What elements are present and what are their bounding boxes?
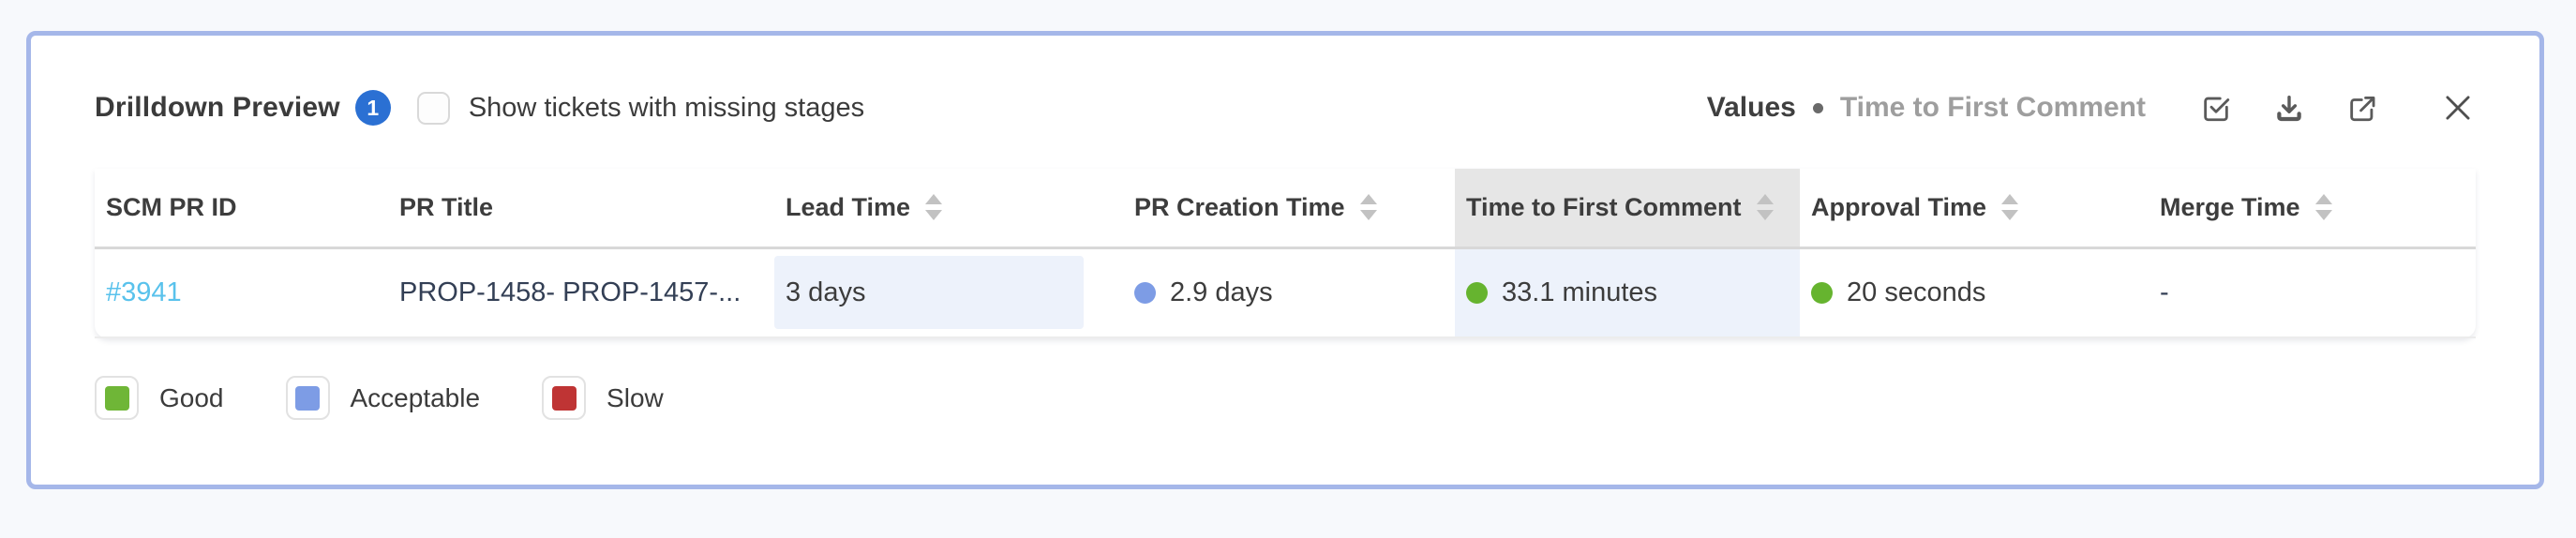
col-header-scm-pr-id: SCM PR ID xyxy=(95,169,388,249)
status-legend: Good Acceptable Slow xyxy=(95,376,2476,420)
drilldown-preview-panel: Drilldown Preview 1 Show tickets with mi… xyxy=(26,31,2544,489)
col-header-merge-time[interactable]: Merge Time xyxy=(2149,169,2476,249)
pr-id-link[interactable]: #3941 xyxy=(106,276,182,307)
page-title: Drilldown Preview xyxy=(95,92,340,123)
cell-pr-id: #3941 xyxy=(95,247,388,338)
download-icon[interactable] xyxy=(2273,92,2305,124)
legend-item-acceptable: Acceptable xyxy=(285,376,480,420)
cell-merge-time: - xyxy=(2149,247,2476,338)
metric-name-label: Time to First Comment xyxy=(1839,92,2146,123)
cell-pr-title: PROP-1458- PROP-1457-... xyxy=(388,247,774,338)
good-swatch-icon xyxy=(95,376,139,420)
acceptable-swatch-icon xyxy=(285,376,330,420)
legend-item-good: Good xyxy=(95,376,224,420)
sort-icon[interactable] xyxy=(1756,194,1774,221)
good-status-dot-icon xyxy=(1811,281,1833,304)
open-external-icon[interactable] xyxy=(2346,92,2378,124)
cell-time-to-first-comment: 33.1 minutes xyxy=(1455,247,1800,338)
sort-icon[interactable] xyxy=(2314,194,2332,221)
drilldown-table: SCM PR ID PR Title Lead Time PR Creation… xyxy=(95,169,2476,338)
sort-icon[interactable] xyxy=(925,194,943,221)
col-header-lead-time[interactable]: Lead Time xyxy=(774,169,1123,249)
missing-stages-checkbox-label[interactable]: Show tickets with missing stages xyxy=(468,92,865,123)
col-header-time-to-first-comment[interactable]: Time to First Comment xyxy=(1455,169,1800,249)
cell-approval-time: 20 seconds xyxy=(1800,247,2149,338)
select-check-icon[interactable] xyxy=(2200,92,2232,124)
values-label: Values xyxy=(1706,92,1796,123)
acceptable-status-dot-icon xyxy=(1134,281,1156,304)
panel-header: Drilldown Preview 1 Show tickets with mi… xyxy=(95,90,2476,126)
table-header-row: SCM PR ID PR Title Lead Time PR Creation… xyxy=(95,169,2476,249)
count-badge: 1 xyxy=(354,90,391,126)
dot-separator-icon xyxy=(1812,102,1823,113)
slow-swatch-icon xyxy=(542,376,587,420)
col-header-approval-time[interactable]: Approval Time xyxy=(1800,169,2149,249)
col-header-pr-title: PR Title xyxy=(388,169,774,249)
legend-item-slow: Slow xyxy=(542,376,664,420)
close-icon[interactable] xyxy=(2440,90,2476,126)
table-row: #3941 PROP-1458- PROP-1457-... 3 days 2.… xyxy=(95,247,2476,338)
cell-lead-time: 3 days xyxy=(774,247,1123,338)
good-status-dot-icon xyxy=(1466,281,1488,304)
lead-time-highlight: 3 days xyxy=(774,256,1084,330)
col-header-pr-creation-time[interactable]: PR Creation Time xyxy=(1123,169,1455,249)
cell-pr-creation-time: 2.9 days xyxy=(1123,247,1455,338)
missing-stages-checkbox[interactable] xyxy=(416,91,450,125)
sort-icon[interactable] xyxy=(1359,194,1377,221)
sort-icon[interactable] xyxy=(2001,194,2019,221)
